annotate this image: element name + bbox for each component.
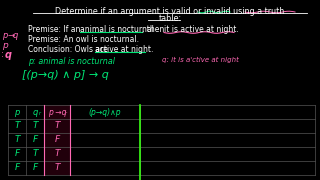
Text: [(p→q) ∧ p] → q: [(p→q) ∧ p] → q: [22, 70, 109, 80]
Text: p: p: [2, 31, 7, 40]
Text: T: T: [32, 122, 38, 130]
Text: F: F: [32, 163, 37, 172]
Text: Determine if an argument is valid or invalid using a truth: Determine if an argument is valid or inv…: [55, 7, 284, 16]
Text: Premise: An owl is nocturnal.: Premise: An owl is nocturnal.: [28, 35, 139, 44]
Text: q: it is a'ctive at night: q: it is a'ctive at night: [162, 57, 239, 63]
Text: T: T: [14, 122, 20, 130]
Text: q: q: [13, 31, 18, 40]
Text: F: F: [54, 136, 60, 145]
Text: p →q: p →q: [48, 107, 66, 116]
Text: table:: table:: [158, 14, 181, 23]
Text: F: F: [32, 136, 37, 145]
Text: (p→q)∧p: (p→q)∧p: [89, 107, 121, 116]
Text: T: T: [14, 136, 20, 145]
Text: F: F: [14, 150, 20, 159]
Text: Premise: If an: Premise: If an: [28, 25, 83, 34]
Text: animal is nocturnal: animal is nocturnal: [80, 25, 154, 34]
Text: r: r: [39, 111, 41, 116]
Text: →: →: [7, 31, 14, 40]
Text: Conclusion: Owls are: Conclusion: Owls are: [28, 45, 110, 54]
Text: q: q: [32, 107, 38, 116]
Text: p: p: [2, 41, 8, 50]
Text: :: :: [1, 50, 4, 59]
Text: it is active at night.: it is active at night.: [164, 25, 239, 34]
Text: q: q: [5, 50, 12, 60]
Text: r: r: [65, 111, 67, 116]
Text: T: T: [54, 150, 60, 159]
Text: T: T: [54, 163, 60, 172]
Text: , then: , then: [142, 25, 167, 34]
Text: active at night.: active at night.: [95, 45, 153, 54]
Bar: [44, 105, 70, 175]
Text: p: p: [14, 107, 20, 116]
Text: p: animal is nocturnal: p: animal is nocturnal: [28, 57, 115, 66]
Text: T: T: [54, 122, 60, 130]
Text: T: T: [32, 150, 38, 159]
Text: F: F: [14, 163, 20, 172]
